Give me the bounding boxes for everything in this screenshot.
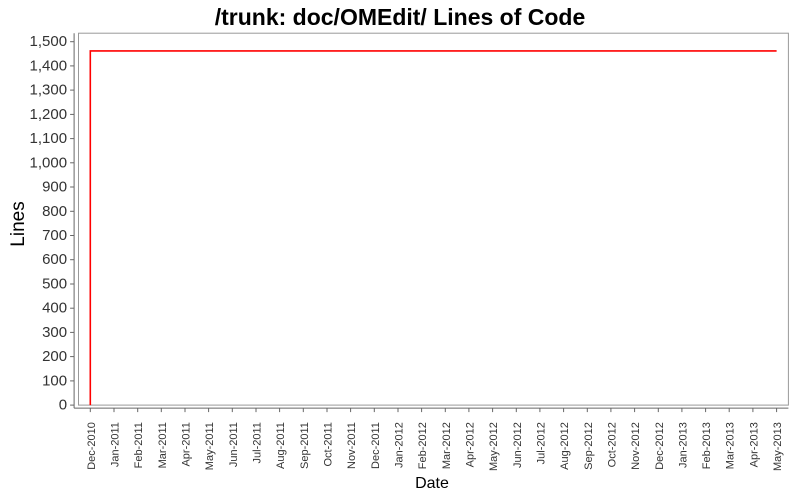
svg-text:800: 800 [42,203,67,220]
svg-text:1,200: 1,200 [30,106,68,123]
svg-text:Jul-2012: Jul-2012 [535,422,547,464]
svg-text:300: 300 [42,324,67,341]
svg-text:May-2012: May-2012 [488,422,500,471]
svg-text:Jul-2011: Jul-2011 [252,422,264,463]
svg-text:Apr-2013: Apr-2013 [748,422,760,467]
svg-text:1,100: 1,100 [30,130,68,147]
svg-text:100: 100 [42,372,67,389]
svg-text:Mar-2013: Mar-2013 [725,422,737,469]
svg-text:Nov-2012: Nov-2012 [630,422,642,470]
svg-text:Nov-2011: Nov-2011 [346,422,358,469]
svg-text:Jun-2011: Jun-2011 [228,422,240,467]
svg-text:Aug-2011: Aug-2011 [275,422,287,469]
svg-text:Dec-2012: Dec-2012 [654,422,666,470]
svg-text:400: 400 [42,300,67,317]
svg-text:Jun-2012: Jun-2012 [512,422,524,468]
svg-text:1,000: 1,000 [30,154,68,171]
svg-text:Jan-2012: Jan-2012 [394,422,406,468]
svg-text:Jan-2011: Jan-2011 [110,422,122,467]
svg-text:Oct-2011: Oct-2011 [323,422,335,466]
svg-text:Dec-2010: Dec-2010 [86,422,98,470]
svg-text:200: 200 [42,348,67,365]
svg-text:Aug-2012: Aug-2012 [559,422,571,470]
svg-text:Feb-2011: Feb-2011 [133,422,145,468]
svg-text:Sep-2012: Sep-2012 [583,422,595,470]
svg-text:0: 0 [59,397,67,414]
svg-text:900: 900 [42,179,67,196]
svg-text:500: 500 [42,276,67,293]
svg-text:Mar-2011: Mar-2011 [157,422,169,468]
svg-text:1,500: 1,500 [30,33,68,50]
svg-text:May-2011: May-2011 [204,422,216,470]
svg-text:Sep-2011: Sep-2011 [299,422,311,469]
svg-text:Feb-2013: Feb-2013 [701,422,713,469]
svg-text:700: 700 [42,227,67,244]
svg-text:Mar-2012: Mar-2012 [441,422,453,469]
svg-text:1,400: 1,400 [30,57,68,74]
svg-text:Feb-2012: Feb-2012 [417,422,429,469]
svg-text:Apr-2011: Apr-2011 [181,422,193,466]
svg-text:Apr-2012: Apr-2012 [464,422,476,467]
svg-text:1,300: 1,300 [30,82,68,99]
svg-text:Dec-2011: Dec-2011 [370,422,382,469]
svg-text:May-2013: May-2013 [772,422,784,471]
svg-text:Oct-2012: Oct-2012 [606,422,618,467]
svg-text:600: 600 [42,251,67,268]
svg-text:Jan-2013: Jan-2013 [677,422,689,468]
